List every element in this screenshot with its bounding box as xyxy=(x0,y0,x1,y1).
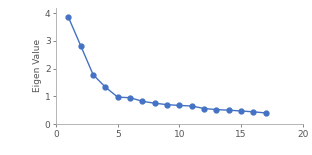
Y-axis label: Eigen Value: Eigen Value xyxy=(33,39,42,92)
